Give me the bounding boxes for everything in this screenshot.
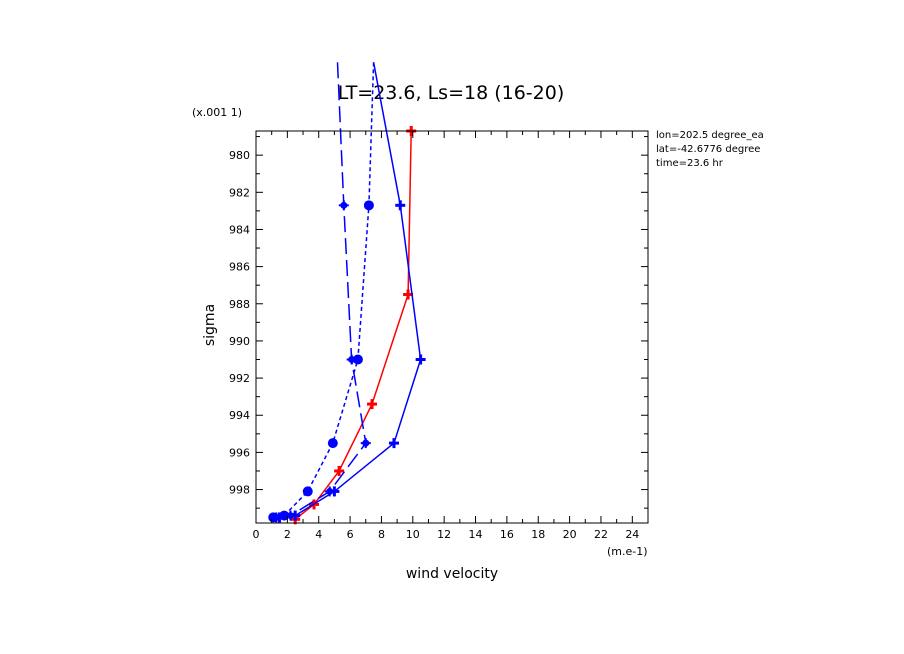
data-point (334, 465, 345, 476)
data-point (302, 486, 313, 497)
annotation-time: time=23.6 hr (656, 158, 724, 169)
x-tick-label: 24 (625, 528, 639, 541)
data-point (367, 399, 378, 410)
y-tick-label: 990 (229, 335, 250, 348)
data-point (388, 438, 399, 449)
y-tick-label: 986 (229, 261, 250, 274)
data-point (360, 438, 371, 449)
x-tick-label: 20 (563, 528, 577, 541)
plot-frame (255, 130, 649, 524)
y-tick-label: 984 (229, 223, 250, 236)
y-tick-label: 980 (229, 149, 250, 162)
y-tick-label: 996 (229, 446, 250, 459)
y-tick-label: 982 (229, 186, 250, 199)
x-tick-label: 8 (378, 528, 385, 541)
x-tick-label: 2 (284, 528, 291, 541)
x-tick-label: 22 (594, 528, 608, 541)
axes-layer: 0 2 4 6 8 10 12 14 16 18 20 22 249809829849869889909… (229, 131, 649, 541)
x-tick-label: 10 (406, 528, 420, 541)
x-tick-label: 14 (469, 528, 483, 541)
data-point (327, 438, 338, 449)
data-point (324, 486, 335, 497)
y-tick-label: 994 (229, 409, 250, 422)
annotation-clip (779, 128, 904, 173)
annotation-lat: lat=-42.6776 degree (656, 144, 760, 155)
data-point (271, 512, 282, 523)
data-point (395, 200, 406, 211)
data-point (285, 510, 296, 521)
x-units-label: (m.e-1) (607, 545, 648, 558)
x-tick-label: 18 (531, 528, 545, 541)
annotation-lon: lon=202.5 degree_ea (656, 130, 764, 141)
y-tick-label: 992 (229, 372, 250, 385)
data-point (352, 354, 363, 365)
x-tick-label: 0 (253, 528, 260, 541)
data-point (363, 200, 374, 211)
y-tick-label: 988 (229, 298, 250, 311)
data-point (415, 354, 426, 365)
y-axis-label: sigma (202, 304, 218, 346)
data-point (338, 200, 349, 211)
x-tick-label: 6 (347, 528, 354, 541)
x-tick-label: 4 (315, 528, 322, 541)
x-tick-label: 12 (437, 528, 451, 541)
x-axis-label: wind velocity (406, 566, 498, 582)
y-scale-label: (x.001 1) (192, 106, 242, 119)
y-tick-label: 998 (229, 484, 250, 497)
series-layer (268, 62, 426, 525)
data-point (279, 510, 290, 521)
chart-title: LT=23.6, Ls=18 (16-20) (338, 82, 565, 104)
x-tick-label: 16 (500, 528, 514, 541)
data-point (346, 354, 357, 365)
